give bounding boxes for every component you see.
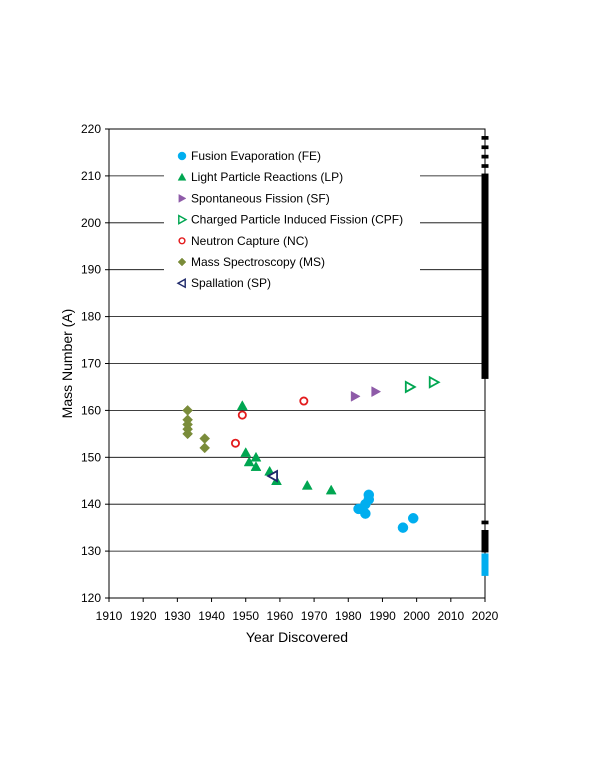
legend-marker: [176, 277, 186, 289]
legend-label: Mass Spectroscopy (MS): [191, 255, 325, 269]
data-point: [363, 489, 375, 501]
data-point: [199, 433, 211, 444]
x-tick-label: 1940: [198, 609, 225, 623]
data-point: [299, 396, 309, 406]
y-tick-label: 140: [81, 497, 101, 511]
legend-marker: [177, 151, 187, 161]
y-tick-label: 150: [81, 450, 101, 464]
legend-marker: [178, 194, 187, 203]
bar-segment-black: [481, 164, 489, 168]
data-point: [237, 410, 247, 420]
legend-box: [164, 145, 420, 300]
data-point: [404, 380, 417, 394]
legend-marker: [177, 257, 187, 267]
legend-marker: [178, 237, 186, 245]
x-tick-label: 1930: [164, 609, 191, 623]
data-point: [250, 451, 262, 462]
data-point: [350, 390, 361, 402]
x-tick-label: 1990: [369, 609, 396, 623]
legend-marker: [177, 172, 187, 181]
y-axis-title: Mass Number (A): [59, 309, 75, 419]
data-points: [182, 375, 441, 533]
data-point: [182, 414, 193, 426]
x-tick-label: 1970: [301, 609, 328, 623]
data-point: [428, 375, 441, 389]
data-point: [240, 447, 252, 457]
legend: Fusion Evaporation (FE) Light Particle Re…: [164, 145, 420, 300]
bar-segment-black: [481, 136, 489, 140]
x-tick-label: 1910: [96, 609, 123, 623]
data-point: [236, 400, 248, 410]
legend-entry: Spallation (SP): [176, 276, 271, 290]
legend-marker: [178, 214, 188, 225]
data-point: [397, 522, 409, 533]
legend-entry: Charged Particle Induced Fission (CPF): [178, 213, 403, 227]
x-tick-label: 1920: [130, 609, 157, 623]
data-point: [182, 405, 193, 416]
bar-segment-blue: [481, 553, 489, 576]
x-axis: 1910 1920 1930 1940 1950 1960 1970 1980 1990 2000…: [96, 598, 499, 623]
bar-segment-black: [481, 145, 489, 150]
y-tick-label: 220: [81, 122, 101, 136]
x-axis-title: Year Discovered: [246, 629, 348, 645]
data-point: [360, 508, 371, 519]
data-point: [325, 484, 337, 495]
legend-entry: Spontaneous Fission (SF): [178, 191, 330, 205]
y-tick-label: 210: [81, 169, 101, 183]
y-tick-label: 180: [81, 310, 101, 324]
x-tick-label: 2020: [472, 609, 499, 623]
data-point: [230, 438, 240, 448]
y-tick-label: 170: [81, 357, 101, 371]
legend-label: Light Particle Reactions (LP): [191, 170, 343, 184]
data-point: [250, 461, 262, 471]
data-point: [407, 513, 419, 524]
legend-label: Neutron Capture (NC): [191, 234, 308, 248]
data-point: [301, 479, 313, 490]
legend-label: Fusion Evaporation (FE): [191, 149, 321, 163]
bar-segment-black: [481, 529, 489, 553]
x-tick-label: 1950: [232, 609, 259, 623]
x-tick-label: 1960: [267, 609, 294, 623]
y-tick-label: 190: [81, 263, 101, 277]
data-point: [199, 442, 211, 454]
legend-label: Spontaneous Fission (SF): [191, 191, 330, 205]
x-tick-label: 2010: [437, 609, 464, 623]
legend-entry: Mass Spectroscopy (MS): [177, 255, 325, 269]
data-point: [266, 469, 278, 483]
bar-segment-black: [481, 154, 489, 159]
legend-label: Charged Particle Induced Fission (CPF): [191, 213, 403, 227]
right-bar: [481, 136, 489, 576]
x-tick-label: 2000: [403, 609, 430, 623]
y-tick-label: 130: [81, 544, 101, 558]
legend-entry: Light Particle Reactions (LP): [177, 170, 343, 184]
bar-segment-black: [481, 173, 489, 379]
x-tick-label: 1980: [335, 609, 362, 623]
y-tick-label: 120: [81, 591, 101, 605]
bar-segment-black: [481, 520, 489, 525]
legend-entry: Fusion Evaporation (FE): [177, 149, 321, 163]
y-tick-label: 160: [81, 403, 101, 417]
legend-label: Spallation (SP): [191, 276, 271, 290]
y-tick-label: 200: [81, 216, 101, 230]
y-axis: 120 130 140 150 160 170 180 190 200 210 220: [81, 122, 109, 605]
legend-entry: Neutron Capture (NC): [178, 234, 308, 248]
data-point: [371, 386, 382, 398]
